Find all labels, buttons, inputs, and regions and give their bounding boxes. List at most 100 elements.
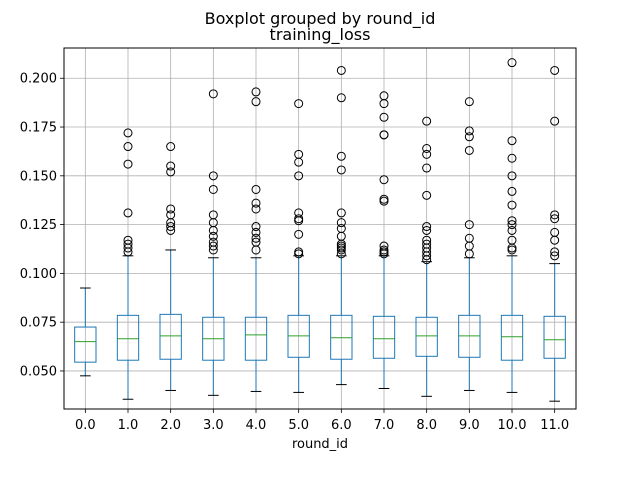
outlier-point bbox=[507, 58, 517, 68]
outlier-point bbox=[464, 97, 474, 107]
chart-title: training_loss bbox=[270, 25, 371, 45]
iqr-box bbox=[500, 314, 524, 361]
outlier-point bbox=[379, 245, 389, 255]
outlier-point bbox=[422, 149, 432, 159]
outlier-point bbox=[379, 112, 389, 122]
outlier-point bbox=[208, 241, 218, 251]
outlier-point bbox=[208, 210, 218, 220]
outlier-point bbox=[422, 222, 432, 232]
outlier-point bbox=[379, 194, 389, 204]
outlier-point bbox=[422, 239, 432, 249]
outlier-point bbox=[166, 204, 176, 214]
outlier-point bbox=[336, 151, 346, 161]
iqr-box bbox=[116, 314, 140, 361]
box-layer bbox=[74, 58, 566, 402]
outlier-point bbox=[550, 214, 560, 224]
outlier-point bbox=[379, 175, 389, 185]
iqr-box bbox=[415, 316, 438, 357]
outlier-point bbox=[336, 165, 346, 175]
outlier-point bbox=[208, 89, 218, 99]
outlier-point bbox=[379, 91, 389, 101]
outlier-point bbox=[464, 145, 474, 155]
outlier-point bbox=[251, 184, 261, 194]
outlier-point bbox=[422, 163, 432, 173]
iqr-box bbox=[244, 316, 268, 361]
outlier-point bbox=[294, 171, 304, 181]
outlier-point bbox=[208, 184, 218, 194]
outlier-point bbox=[422, 235, 432, 245]
y-tick-label: 0.100 bbox=[20, 267, 57, 282]
outlier-point bbox=[123, 239, 133, 249]
chart-suptitle: Boxplot grouped by round_id bbox=[205, 9, 436, 29]
outlier-point bbox=[166, 161, 176, 171]
y-tick-label: 0.175 bbox=[20, 121, 57, 136]
outlier-point bbox=[208, 237, 218, 247]
outlier-point bbox=[464, 233, 474, 243]
outlier-point bbox=[464, 220, 474, 230]
x-tick-label: 10.0 bbox=[498, 418, 527, 433]
outlier-point bbox=[166, 222, 176, 232]
outlier-point bbox=[507, 225, 517, 235]
outlier-point bbox=[336, 93, 346, 103]
iqr-box bbox=[543, 315, 566, 359]
outlier-point bbox=[251, 97, 261, 107]
y-tick-label: 0.150 bbox=[20, 169, 57, 184]
outlier-point bbox=[294, 208, 304, 218]
outlier-point bbox=[123, 142, 133, 152]
outlier-point bbox=[123, 208, 133, 218]
y-tick-label: 0.200 bbox=[20, 72, 57, 87]
x-tick-label: 1.0 bbox=[118, 418, 139, 433]
y-tick-label: 0.075 bbox=[20, 316, 57, 331]
outlier-point bbox=[464, 126, 474, 136]
iqr-box bbox=[159, 313, 182, 360]
outlier-point bbox=[507, 200, 517, 210]
y-tick-label: 0.125 bbox=[20, 218, 57, 233]
outlier-point bbox=[294, 229, 304, 239]
outlier-point bbox=[507, 220, 517, 230]
outlier-point bbox=[251, 227, 261, 237]
outlier-point bbox=[422, 190, 432, 200]
outlier-point bbox=[507, 186, 517, 196]
iqr-box bbox=[74, 326, 97, 363]
outlier-point bbox=[550, 116, 560, 126]
x-tick-label: 4.0 bbox=[246, 418, 267, 433]
outlier-point bbox=[422, 225, 432, 235]
axis-layer: 0.0 1.0 2.0 3.0 4.0 5.0 6.0 7.0 8.0 9.0 10.0 11.0 0.… bbox=[20, 72, 569, 433]
outlier-point bbox=[208, 171, 218, 181]
outlier-point bbox=[422, 116, 432, 126]
outlier-point bbox=[550, 247, 560, 257]
x-tick-label: 9.0 bbox=[459, 418, 480, 433]
outlier-point bbox=[422, 143, 432, 153]
outlier-point bbox=[550, 65, 560, 75]
outlier-point bbox=[294, 99, 304, 109]
outlier-point bbox=[507, 216, 517, 226]
outlier-point bbox=[507, 235, 517, 245]
outlier-point bbox=[550, 210, 560, 220]
x-tick-label: 3.0 bbox=[203, 418, 224, 433]
outlier-point bbox=[251, 222, 261, 232]
outlier-point bbox=[294, 247, 304, 257]
x-tick-label: 7.0 bbox=[374, 418, 395, 433]
outlier-point bbox=[166, 142, 176, 152]
outlier-point bbox=[294, 149, 304, 159]
x-tick-label: 6.0 bbox=[331, 418, 352, 433]
outlier-point bbox=[550, 251, 560, 261]
outlier-point bbox=[336, 208, 346, 218]
y-tick-label: 0.050 bbox=[20, 364, 57, 379]
x-tick-label: 8.0 bbox=[416, 418, 437, 433]
outlier-point bbox=[251, 237, 261, 247]
outlier-point bbox=[507, 136, 517, 146]
outlier-point bbox=[251, 198, 261, 208]
outlier-point bbox=[166, 210, 176, 220]
outlier-point bbox=[379, 130, 389, 140]
outlier-point bbox=[251, 87, 261, 97]
outlier-point bbox=[336, 65, 346, 75]
outlier-point bbox=[123, 235, 133, 245]
outlier-point bbox=[379, 241, 389, 251]
outlier-point bbox=[123, 159, 133, 169]
x-tick-label: 0.0 bbox=[75, 418, 96, 433]
outlier-point bbox=[166, 167, 176, 177]
plot-frame bbox=[63, 47, 577, 410]
